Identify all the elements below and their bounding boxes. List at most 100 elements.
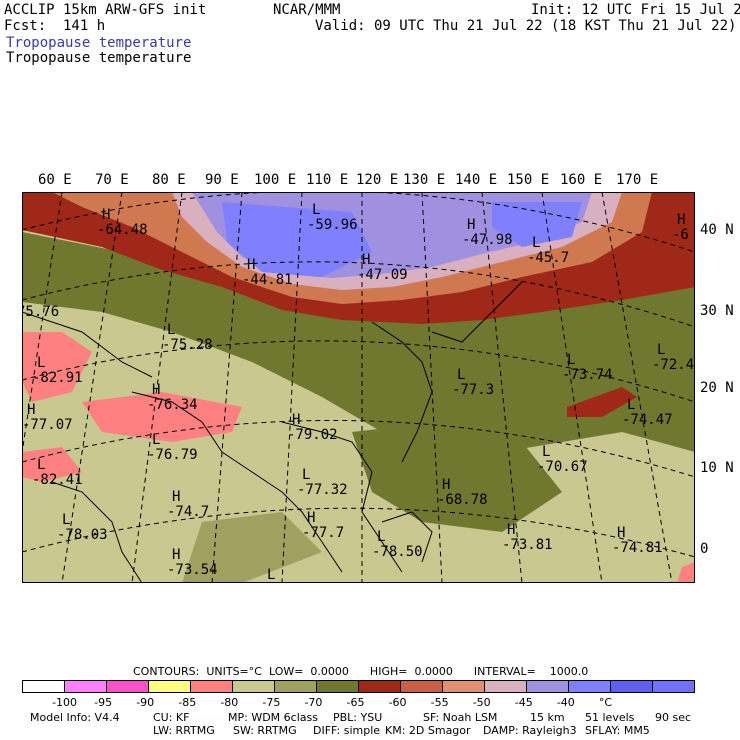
- legend-tick: -50: [472, 696, 491, 709]
- extremum-type: H: [307, 510, 315, 526]
- lat-label: 0: [700, 541, 709, 557]
- lat-label: 40 N: [700, 222, 734, 238]
- forecast-hour: Fcst: 141 h: [4, 18, 106, 34]
- lon-label: 60 E: [38, 172, 72, 188]
- extremum-value: -77: [262, 582, 287, 583]
- legend-tick: -100: [52, 696, 78, 709]
- extremum-type: L: [167, 322, 175, 338]
- extremum-type: L: [567, 352, 575, 368]
- legend-swatch: [65, 681, 107, 692]
- resolution: 15 km: [530, 711, 565, 724]
- extremum-type: H: [152, 382, 160, 398]
- legend-swatch: [359, 681, 401, 692]
- lat-label: 10 N: [700, 460, 734, 476]
- contours-info: CONTOURS: UNITS=°C LOW= 0.0000 HIGH= 0.0…: [133, 665, 588, 678]
- extremum-value: -64.48: [97, 222, 148, 238]
- band-minus70: [22, 232, 695, 462]
- extremum-value: -73.54: [167, 562, 218, 578]
- org-label: NCAR/MMM: [273, 2, 341, 18]
- model-info: Model Info: V4.4: [30, 711, 120, 724]
- cu-scheme: CU: KF: [153, 711, 190, 724]
- legend-swatch: [275, 681, 317, 692]
- legend-swatch: [611, 681, 653, 692]
- core-blue-east: [492, 202, 582, 247]
- patch-olive-2: [182, 512, 322, 583]
- lon-label: 150 E: [507, 172, 550, 188]
- extremum-type: L: [657, 342, 665, 358]
- extremum-type: H: [172, 489, 180, 505]
- lon-label: 120 E: [356, 172, 399, 188]
- legend-swatch: [191, 681, 233, 692]
- extremum-type: L: [302, 467, 310, 483]
- core-blue-west: [222, 202, 372, 277]
- legend-tick: -75: [262, 696, 281, 709]
- extremum-value: -75.28: [162, 337, 213, 353]
- graticule: [22, 192, 695, 583]
- extremum-type: H: [27, 402, 35, 418]
- km-scheme: KM: 2D Smagor: [385, 724, 471, 737]
- extremum-type: L: [542, 444, 550, 460]
- mp-scheme: MP: WDM 6class: [228, 711, 318, 724]
- legend-tick: -60: [388, 696, 407, 709]
- extrema-labels: H-64.48L-59.96H-44.81H-47.09H-47.98 L-45.…: [22, 202, 694, 583]
- extremum-type: H: [617, 525, 625, 541]
- extremum-value: -74.81: [612, 540, 663, 556]
- diff-scheme: DIFF: simple: [313, 724, 381, 737]
- extremum-type: L: [62, 512, 70, 528]
- legend-swatch: [107, 681, 149, 692]
- extremum-type: H: [467, 217, 475, 233]
- lat-label: 30 N: [700, 303, 734, 319]
- sflay-scheme: SFLAY: MM5: [585, 724, 650, 737]
- contours-label: CONTOURS:: [133, 665, 200, 678]
- legend-swatch: [485, 681, 527, 692]
- extremum-type: L: [457, 367, 465, 383]
- patch-olive-1: [352, 422, 562, 532]
- extremum-value: -77.3: [452, 382, 494, 398]
- extremum-value: -82.91: [32, 370, 83, 386]
- extremum-value: -68.78: [437, 492, 488, 508]
- extremum-value: -73.74: [562, 367, 613, 383]
- extremum-type: H: [442, 477, 450, 493]
- legend-swatch: [569, 681, 611, 692]
- lon-label: 140 E: [455, 172, 498, 188]
- extremum-type: H: [102, 207, 110, 223]
- field-title-blue: Tropopause temperature: [6, 35, 192, 51]
- extremum-type: L: [37, 457, 45, 473]
- legend-tick: -90: [136, 696, 155, 709]
- extremum-value: -6: [672, 227, 689, 243]
- lon-label: 170 E: [616, 172, 659, 188]
- extremum-value: -78.50: [372, 544, 423, 560]
- tropopause-temperature-map: H-64.48L-59.96H-44.81H-47.09H-47.98 L-45.…: [22, 192, 695, 583]
- extremum-type: L: [532, 235, 540, 251]
- extremum-type: L: [377, 529, 385, 545]
- pbl-scheme: PBL: YSU: [333, 711, 383, 724]
- cold-patch-3: [22, 447, 82, 482]
- warm-patch-east: [567, 387, 637, 417]
- extremum-type: L: [267, 567, 275, 583]
- levels: 51 levels: [585, 711, 635, 724]
- legend-tick: -65: [346, 696, 365, 709]
- extremum-value: 75.76: [22, 304, 59, 320]
- lon-label: 100 E: [254, 172, 297, 188]
- extremum-type: H: [362, 252, 370, 268]
- legend-swatch: [401, 681, 443, 692]
- lon-label: 130 E: [403, 172, 446, 188]
- extremum-value: -82.41: [32, 472, 83, 488]
- extremum-type: H: [247, 257, 255, 273]
- field-title-black: Tropopause temperature: [6, 50, 192, 66]
- extremum-type: H: [292, 412, 300, 428]
- extremum-value: -72.4: [652, 357, 694, 373]
- legend-tick: °C: [598, 696, 613, 709]
- extremum-value: -44.81: [242, 272, 293, 288]
- lw-scheme: LW: RRTMG: [153, 724, 215, 737]
- extremum-value: -73.81: [502, 537, 553, 553]
- high-label: HIGH= 0.0000: [369, 665, 453, 678]
- sf-scheme: SF: Noah LSM: [423, 711, 498, 724]
- extremum-type: H: [172, 547, 180, 563]
- cold-patch-2: [82, 392, 242, 442]
- extremum-value: -74.47: [622, 412, 673, 428]
- map-frame: [22, 192, 695, 583]
- extremum-type: L: [152, 432, 160, 448]
- low-label: LOW= 0.0000: [268, 665, 349, 678]
- extremum-value: -45.7: [527, 250, 569, 266]
